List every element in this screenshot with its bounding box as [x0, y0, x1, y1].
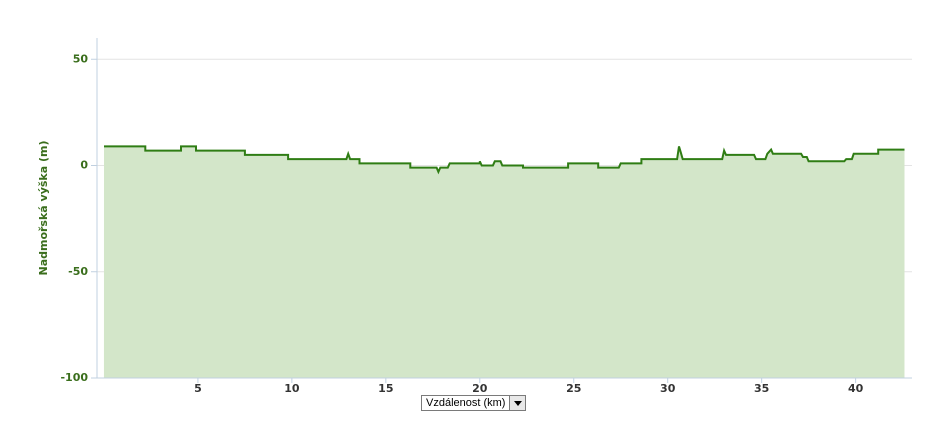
- x-tick-label: 25: [566, 382, 581, 395]
- y-tick-label: 50: [73, 52, 89, 65]
- y-axis-title: Nadmořská výška (m): [37, 140, 50, 275]
- y-tick-label: -50: [68, 265, 88, 278]
- x-axis-title: Vzdálenost (km): [426, 397, 506, 409]
- line: [104, 145, 905, 175]
- x-tick-label: 35: [754, 382, 769, 395]
- x-tick-label: 40: [848, 382, 864, 395]
- area: [103, 146, 905, 378]
- x-axis-selector[interactable]: Vzdálenost (km): [421, 395, 527, 411]
- y-tick-label: 0: [80, 159, 88, 172]
- dropdown-arrow[interactable]: [509, 396, 526, 410]
- y-tick-label: -100: [60, 371, 88, 384]
- x-tick-label: 15: [378, 382, 393, 395]
- x-tick-label: 20: [472, 382, 488, 395]
- x-tick-label: 30: [660, 382, 676, 395]
- x-tick-label: 10: [284, 382, 300, 395]
- x-tick-label: 5: [194, 382, 202, 395]
